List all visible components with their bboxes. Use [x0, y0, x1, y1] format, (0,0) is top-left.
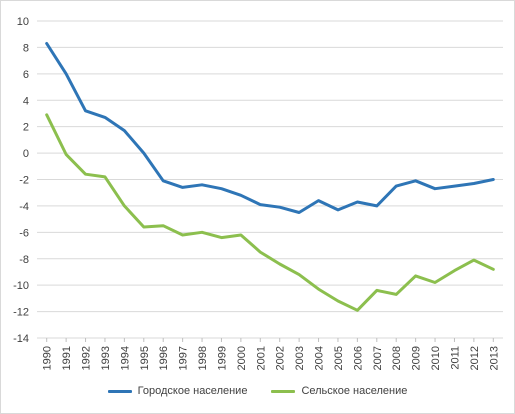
- legend-label-urban: Городское население: [137, 385, 248, 397]
- y-tick-label: -2: [19, 175, 29, 187]
- legend: Городское население Сельское население: [1, 385, 514, 397]
- legend-item-rural: Сельское население: [271, 385, 407, 397]
- y-tick-label: 8: [23, 42, 29, 54]
- x-tick-label: 1996: [158, 346, 170, 370]
- x-tick-label: 1992: [81, 346, 93, 370]
- legend-swatch-rural: [271, 389, 296, 393]
- y-tick-label: 10: [17, 16, 29, 28]
- x-tick-label: 2000: [236, 346, 248, 370]
- x-tick-label: 2013: [488, 346, 500, 370]
- y-tick-label: -12: [13, 307, 29, 319]
- line-chart: 10 8 6 4 2 0 -2 -4 -6 -8 -10 -12 -14 1990 1991 1992 1993…: [13, 16, 503, 370]
- x-tick-label: 2005: [333, 346, 345, 370]
- y-tick-label: -8: [19, 254, 29, 266]
- x-tick-label: 2009: [411, 346, 423, 370]
- x-tick-label: 2010: [430, 346, 442, 370]
- x-tick-label: 1993: [100, 346, 112, 370]
- x-tick-label: 1995: [139, 346, 151, 370]
- y-tick-label: 6: [23, 69, 29, 81]
- y-tick-label: -6: [19, 227, 29, 239]
- x-tick-label: 1991: [61, 346, 73, 370]
- series-line-rural: [45, 113, 495, 312]
- x-tick-label: 2003: [294, 346, 306, 370]
- x-tick-label: 2004: [314, 346, 326, 370]
- legend-label-rural: Сельское население: [301, 385, 408, 397]
- x-tick-label: 2012: [469, 346, 481, 370]
- x-tick-label: 1999: [216, 346, 228, 370]
- x-tick-label: 2001: [255, 346, 267, 370]
- y-tick-label: 0: [23, 148, 29, 160]
- x-tick-label: 1990: [42, 346, 54, 370]
- x-tick-label: 2011: [449, 346, 461, 370]
- y-tick-label: 4: [23, 95, 29, 107]
- x-tick-label: 2008: [391, 346, 403, 370]
- x-tick-label: 1994: [119, 346, 131, 370]
- y-tick-label: 2: [23, 122, 29, 134]
- legend-item-urban: Городское население: [107, 385, 248, 397]
- x-tick-label: 2006: [352, 346, 364, 370]
- y-tick-label: -10: [13, 280, 29, 292]
- x-tick-label: 2002: [275, 346, 287, 370]
- legend-swatch-urban: [107, 389, 132, 393]
- x-tick-label: 1998: [197, 346, 209, 370]
- y-tick-label: -4: [19, 201, 29, 213]
- x-tick-label: 1997: [178, 346, 190, 370]
- x-tick-label: 2007: [372, 346, 384, 370]
- y-tick-label: -14: [13, 333, 29, 345]
- series-line-urban: [45, 42, 495, 214]
